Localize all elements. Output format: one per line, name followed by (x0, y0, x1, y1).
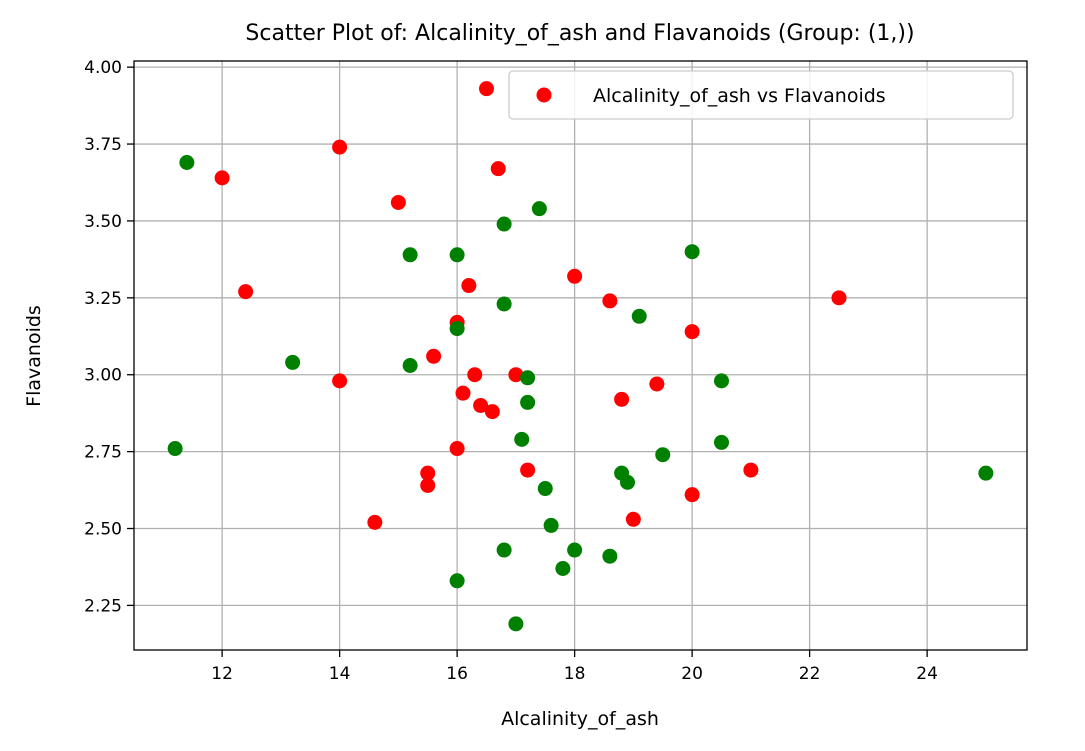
x-tick-label: 24 (916, 664, 938, 684)
data-point-green (508, 616, 524, 632)
legend-marker (536, 87, 552, 103)
y-axis-ticks: 2.25 2.50 2.75 3.00 3.25 3.50 3.75 4.00 (84, 58, 134, 616)
x-tick-label: 18 (564, 664, 586, 684)
plot-area-frame (133, 60, 1028, 651)
x-tick-label: 14 (329, 664, 351, 684)
data-point-red (743, 462, 759, 478)
data-point-red (684, 324, 700, 340)
y-tick-label: 3.00 (84, 366, 122, 386)
data-point-red (390, 194, 406, 210)
y-tick-label: 3.75 (84, 135, 122, 155)
legend-box (508, 70, 1014, 120)
legend: Alcalinity_of_ash vs Flavanoids (508, 70, 1014, 120)
data-point-green (537, 481, 553, 497)
data-points (167, 81, 994, 632)
data-point-red (426, 348, 442, 364)
data-point-red (467, 367, 483, 383)
data-point-green (714, 434, 729, 450)
data-point-green (978, 465, 994, 481)
data-point-red (473, 397, 489, 413)
x-axis-label: Alcalinity_of_ash (501, 708, 659, 730)
data-point-green (602, 548, 618, 564)
data-point-green (167, 441, 183, 457)
data-point-red (508, 367, 524, 383)
chart-title: Scatter Plot of: Alcalinity_of_ash and F… (245, 21, 914, 46)
x-tick-label: 20 (681, 664, 703, 684)
data-point-red (625, 511, 641, 527)
y-tick-label: 2.25 (84, 596, 122, 616)
data-point-green (402, 247, 418, 263)
data-point-red (367, 514, 383, 530)
data-point-red (684, 487, 700, 503)
data-point-green (567, 542, 583, 558)
data-point-green (620, 474, 635, 490)
data-point-green (514, 431, 530, 447)
data-point-green (631, 308, 647, 324)
data-point-red (461, 278, 477, 294)
data-point-green (496, 296, 512, 312)
data-point-red (238, 284, 254, 300)
data-point-red (332, 373, 348, 389)
legend-label: Alcalinity_of_ash vs Flavanoids (593, 85, 886, 107)
data-point-green (555, 560, 571, 576)
data-point-red (567, 268, 583, 284)
data-point-green (285, 354, 301, 370)
data-point-red (831, 290, 847, 306)
data-point-green (714, 373, 729, 389)
data-point-green (402, 357, 418, 373)
data-point-red (420, 477, 436, 493)
y-tick-label: 2.50 (84, 520, 122, 540)
y-tick-label: 2.75 (84, 443, 122, 463)
data-point-green (655, 447, 671, 463)
data-point-green (520, 370, 536, 386)
y-tick-label: 4.00 (84, 58, 122, 78)
data-point-red (490, 161, 506, 177)
y-axis-label: Flavanoids (23, 305, 45, 407)
data-point-red (420, 465, 436, 481)
data-point-red (614, 391, 630, 407)
data-point-green (449, 247, 465, 263)
y-tick-label: 3.25 (84, 289, 122, 309)
data-point-green (531, 201, 547, 217)
grid (134, 61, 1027, 650)
data-point-green (496, 216, 512, 232)
data-point-green (520, 394, 536, 410)
x-tick-label: 22 (799, 664, 821, 684)
x-tick-label: 12 (211, 664, 233, 684)
data-point-red (484, 404, 500, 420)
data-point-red (520, 462, 536, 478)
data-point-green (449, 321, 465, 337)
data-point-green (449, 573, 465, 589)
data-point-red (332, 139, 348, 155)
data-point-red (214, 170, 230, 186)
data-point-red (449, 441, 465, 457)
data-point-red (649, 376, 665, 392)
data-point-red (479, 81, 494, 97)
data-point-green (543, 517, 559, 533)
data-point-green (684, 244, 700, 260)
data-point-green (179, 154, 195, 170)
x-axis-ticks: 12 14 16 18 20 22 24 (211, 650, 938, 684)
data-point-green (496, 542, 512, 558)
y-tick-label: 3.50 (84, 212, 122, 232)
data-point-red (455, 385, 471, 401)
data-point-red (602, 293, 618, 309)
x-tick-label: 16 (446, 664, 468, 684)
